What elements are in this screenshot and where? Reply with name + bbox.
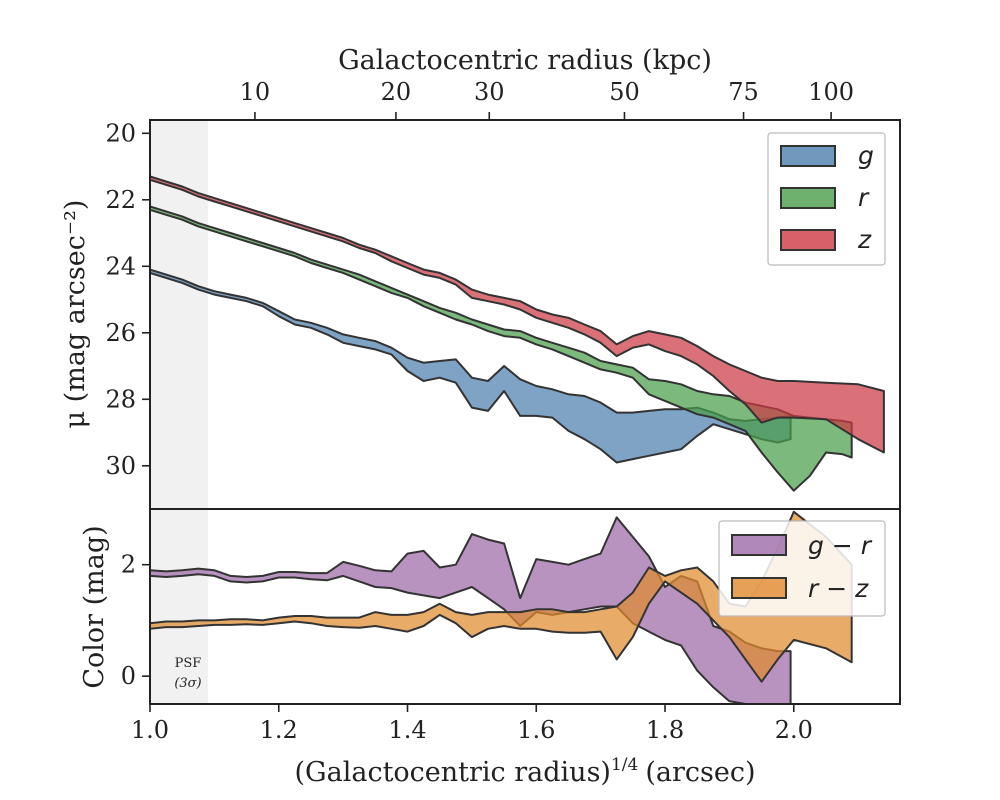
- y-tick-label: 22: [105, 186, 136, 214]
- legend-label-r: r: [858, 183, 870, 212]
- psf-label-line2: (3σ): [174, 676, 201, 691]
- top-x-tick-label: 100: [808, 78, 854, 106]
- surface-brightness-panel: 20 22 24 26 28 30 10 20 30 50 75 100 Galactocentri…: [60, 45, 901, 510]
- x-tick-label: 1.0: [131, 716, 169, 744]
- y-tick-label: 2: [121, 551, 136, 579]
- top-legend: g r z: [767, 132, 886, 266]
- y-tick-label: 24: [105, 252, 136, 280]
- band-g: [150, 268, 792, 464]
- y-tick-label: 0: [121, 662, 136, 690]
- x-tick-label: 1.6: [517, 716, 555, 744]
- top-y-axis-title: μ (mag arcsec⁻²): [60, 200, 91, 429]
- x-tick-label: 1.4: [388, 716, 426, 744]
- band-g-minus-r: [150, 516, 792, 704]
- x-title-superscript: 1/4: [611, 755, 638, 775]
- top-x-tick-label: 20: [381, 78, 412, 106]
- legend-swatch-g-r: [731, 534, 787, 556]
- band-z: [150, 175, 885, 454]
- top-x-tick-label: 30: [474, 78, 505, 106]
- color-bands: [150, 510, 853, 704]
- top-x-tick-label: 10: [240, 78, 271, 106]
- top-y-axis: 20 22 24 26 28 30: [105, 119, 150, 480]
- y-tick-label: 30: [105, 452, 136, 480]
- y-tick-label: 26: [105, 319, 136, 347]
- top-x-tick-label: 50: [609, 78, 640, 106]
- legend-swatch-r: [780, 187, 836, 209]
- legend-swatch-g: [780, 145, 836, 167]
- bottom-legend: g − r r − z: [718, 520, 886, 617]
- legend-swatch-r-z: [731, 577, 787, 599]
- band-r: [150, 205, 853, 492]
- legend-label-g-r: g − r: [808, 531, 873, 560]
- psf-shaded-region-bottom: [150, 509, 208, 704]
- band-r-minus-z: [150, 510, 853, 683]
- x-tick-label: 1.8: [646, 716, 684, 744]
- color-panel: 02 1.0 1.2 1.4 1.6 1.8 2.0 PSF (3σ) (Galactoc…: [79, 508, 901, 788]
- x-tick-label: 1.2: [260, 716, 298, 744]
- surface-brightness-bands: [150, 175, 885, 492]
- top-x-axis-title: Galactocentric radius (kpc): [338, 45, 712, 76]
- x-title-unit: (arcsec): [645, 757, 755, 788]
- legend-label-z: z: [857, 225, 872, 254]
- top-x-tick-label: 75: [728, 78, 759, 106]
- legend-label-r-z: r − z: [808, 574, 869, 603]
- bottom-panel-frame: [149, 508, 901, 705]
- bottom-y-axis-title: Color (mag): [79, 525, 110, 688]
- bottom-y-axis: 02: [121, 551, 150, 690]
- bottom-x-axis-title: (Galactocentric radius)1/4 (arcsec): [295, 755, 756, 788]
- top-secondary-x-axis: 10 20 30 50 75 100: [240, 78, 854, 120]
- legend-swatch-z: [780, 229, 836, 251]
- legend-label-g: g: [858, 141, 874, 170]
- x-title-base: (Galactocentric radius): [295, 757, 611, 788]
- bottom-x-axis: 1.0 1.2 1.4 1.6 1.8 2.0: [131, 704, 813, 744]
- y-tick-label: 20: [105, 119, 136, 147]
- y-tick-label: 28: [105, 385, 136, 413]
- x-tick-label: 2.0: [775, 716, 813, 744]
- psf-label-line1: PSF: [175, 656, 202, 671]
